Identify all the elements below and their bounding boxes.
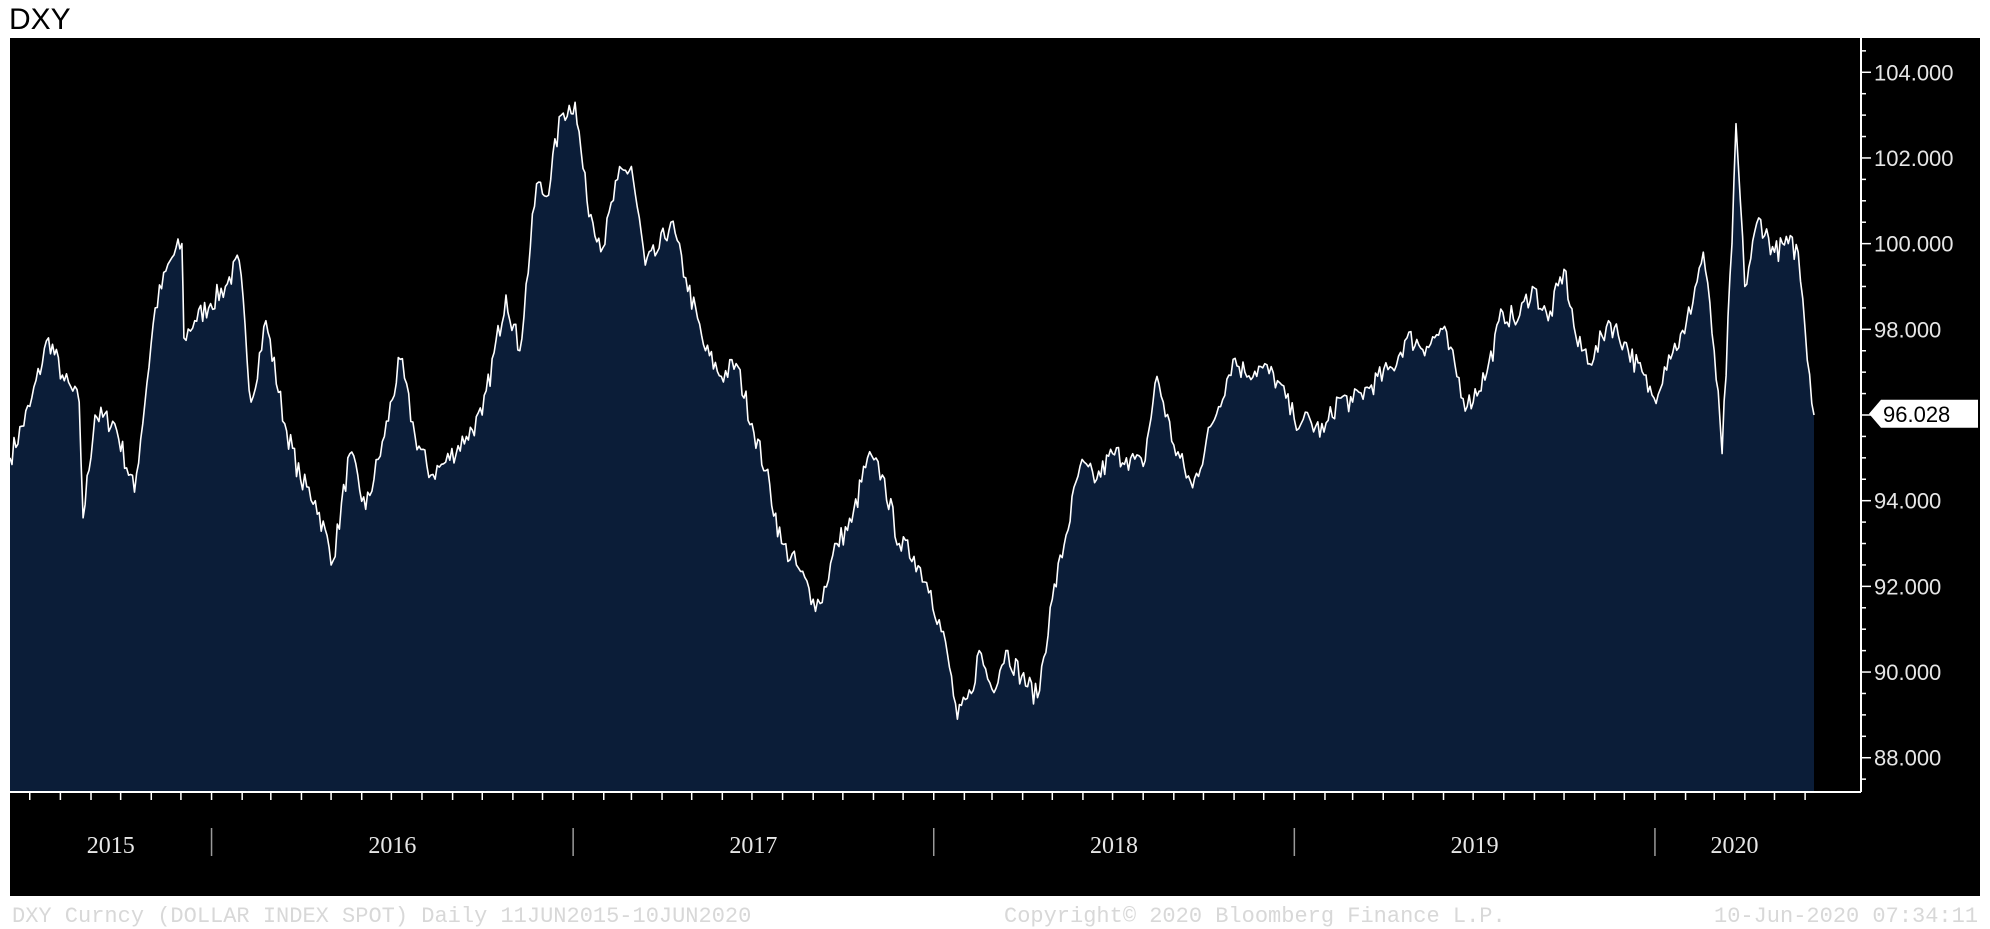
y-axis: 104.000102.000100.00098.00096.00094.0009… bbox=[1860, 38, 1978, 792]
y-tick-label: 94.000 bbox=[1874, 489, 1941, 514]
y-tick-label: 98.000 bbox=[1874, 317, 1941, 342]
chart-panel: 104.000102.000100.00098.00096.00094.0009… bbox=[10, 38, 1980, 929]
series-line bbox=[10, 101, 1815, 720]
footer-copyright: Copyright© 2020 Bloomberg Finance L.P. bbox=[1004, 904, 1506, 929]
x-year-label: 2019 bbox=[1451, 833, 1499, 859]
page-title: DXY bbox=[9, 3, 71, 36]
y-tick-label: 88.000 bbox=[1874, 746, 1941, 771]
y-tick-label: 100.000 bbox=[1874, 232, 1954, 257]
last-value-tag bbox=[1869, 399, 1978, 428]
x-year-label: 2016 bbox=[368, 833, 416, 859]
dxy-area-chart: 104.000102.000100.00098.00096.00094.0009… bbox=[10, 38, 1978, 859]
y-tick-label: 90.000 bbox=[1874, 660, 1941, 685]
x-year-label: 2015 bbox=[87, 833, 135, 859]
x-year-label: 2018 bbox=[1090, 833, 1138, 859]
y-tick-label: 102.000 bbox=[1874, 146, 1954, 171]
x-year-label: 2017 bbox=[729, 833, 777, 859]
y-tick-label: 92.000 bbox=[1874, 574, 1941, 599]
series-area-fill bbox=[10, 102, 1814, 793]
footer-security-info: DXY Curncy (DOLLAR INDEX SPOT) Daily 11J… bbox=[12, 904, 752, 929]
x-year-label: 2020 bbox=[1710, 833, 1758, 859]
y-tick-label: 104.000 bbox=[1874, 60, 1954, 85]
last-value-label: 96.028 bbox=[1883, 402, 1950, 427]
plot-area bbox=[10, 101, 1815, 793]
x-axis: 2015 2016 2017 2018 2019 2020 bbox=[10, 791, 1861, 859]
footer-timestamp: 10-Jun-2020 07:34:11 bbox=[1714, 904, 1979, 929]
